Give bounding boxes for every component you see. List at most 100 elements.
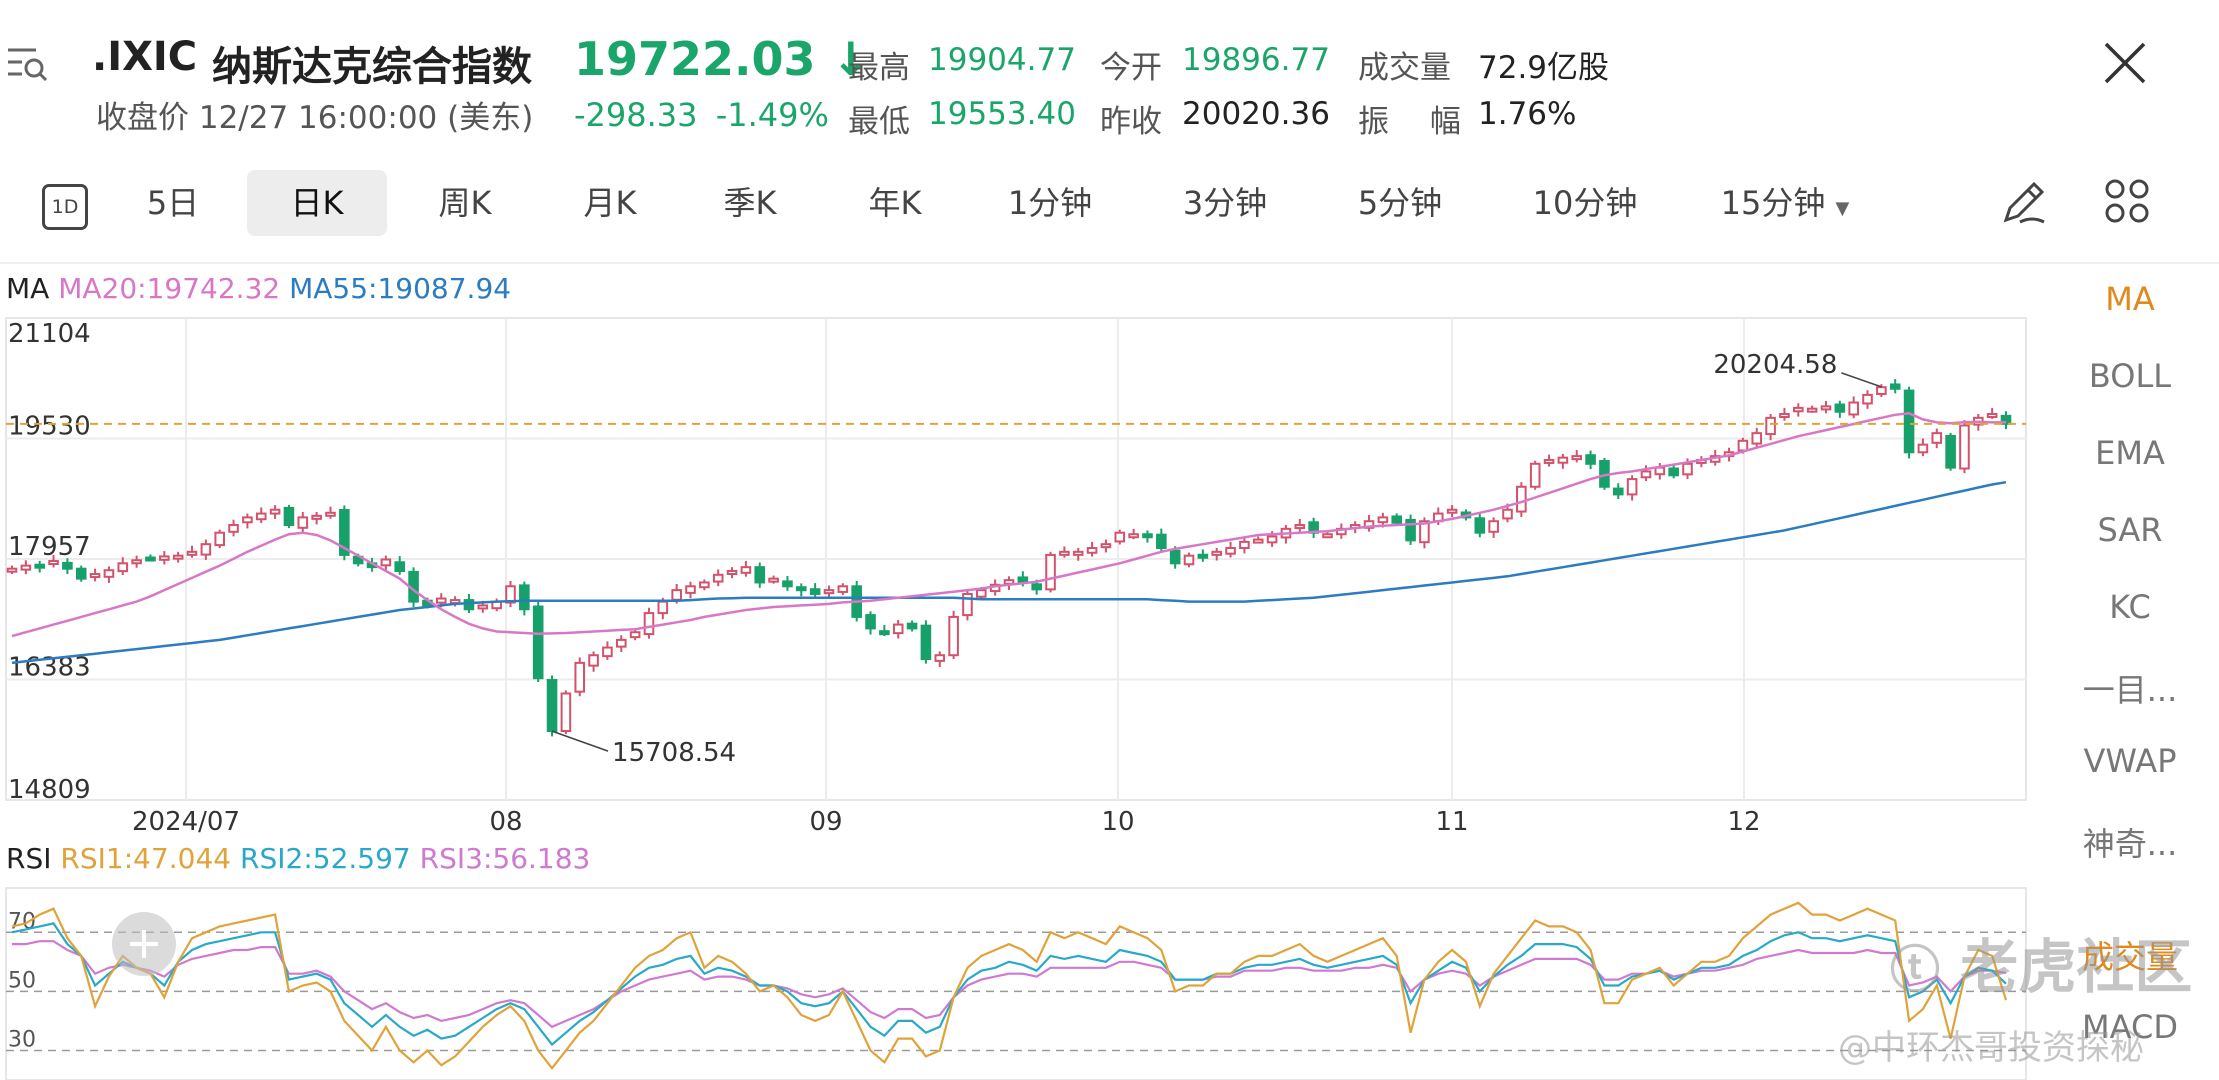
candle-body: [62, 561, 73, 570]
last-price-value: 19722.03: [574, 32, 816, 86]
indicator-ichimoku[interactable]: 一目...: [2082, 671, 2178, 709]
indicator-volume[interactable]: 成交量: [2081, 938, 2178, 976]
annotation-leader: [1841, 372, 1882, 388]
pencil-draw-icon[interactable]: [1998, 176, 2050, 228]
rsi-tick-label: 50: [8, 968, 36, 993]
candle-body: [560, 692, 572, 733]
candle-body: [89, 573, 101, 579]
change-value: -298.33: [574, 96, 698, 134]
candle-body: [1446, 508, 1458, 514]
candle-body: [1086, 547, 1098, 554]
indicator-ema[interactable]: EMA: [2095, 434, 2165, 472]
candle-body: [103, 569, 115, 578]
amplitude-label: 振 幅: [1358, 104, 1461, 140]
candle-body: [1502, 508, 1513, 520]
candle-body: [726, 569, 738, 575]
menu-search-icon[interactable]: [6, 42, 50, 86]
candle-body: [588, 654, 599, 667]
candle-body: [1529, 462, 1541, 488]
tab-1min[interactable]: 1分钟: [1007, 184, 1093, 222]
tab-15min-dropdown[interactable]: 15分钟 ▼: [1700, 170, 1870, 236]
y-tick-label: 16383: [8, 652, 91, 682]
candle-body: [145, 556, 156, 562]
symbol-name: 纳斯达克综合指数: [212, 44, 532, 90]
candle-body: [269, 508, 281, 515]
prev-close-label: 昨收: [1100, 104, 1162, 140]
zoom-button[interactable]: [112, 912, 176, 976]
candle-body: [380, 558, 392, 567]
grid-layout-icon[interactable]: [2104, 178, 2150, 224]
annotation-leader: [551, 730, 609, 752]
indicator-vwap[interactable]: VWAP: [2083, 742, 2177, 780]
close-icon[interactable]: [2100, 38, 2150, 88]
candle-body: [1640, 470, 1652, 479]
candle-body: [297, 516, 309, 529]
candle-body: [214, 531, 226, 547]
candle-body: [1751, 432, 1763, 445]
candle-body: [172, 554, 184, 560]
tab-quarterly-k[interactable]: 季K: [723, 184, 777, 222]
candle-body: [699, 581, 710, 589]
tiger-logo-icon: ⓣ: [1890, 941, 1940, 999]
candle-body: [1239, 540, 1250, 550]
down-arrow-icon: ↓: [831, 32, 871, 86]
x-tick-label: 09: [809, 807, 842, 837]
amplitude-value: 1.76%: [1478, 96, 1577, 132]
kline-chart[interactable]: 21104 19530 17957 16383 14809 2024/07 08 09 10 11…: [0, 300, 2040, 1080]
candle-body: [1197, 553, 1209, 559]
candle-body: [6, 567, 18, 573]
tab-3min[interactable]: 3分钟: [1182, 184, 1268, 222]
candle-body: [159, 555, 170, 561]
indicator-boll[interactable]: BOLL: [2088, 357, 2172, 395]
indicator-macd[interactable]: MACD: [2082, 1008, 2178, 1046]
x-tick-label: 11: [1435, 807, 1468, 837]
period-tabs: 1D 5日 日K 周K 月K 季K 年K 1分钟 3分钟 5分钟 10分钟 15…: [0, 170, 2219, 250]
candle-body: [255, 512, 267, 521]
candle-body: [1682, 462, 1693, 476]
chevron-down-icon: ▼: [1835, 198, 1850, 219]
candle-body: [1848, 401, 1859, 416]
candle-body: [1806, 407, 1818, 413]
candle-body: [837, 585, 849, 593]
candle-body: [865, 614, 876, 630]
low-label: 最低: [848, 104, 910, 140]
candle-body: [782, 580, 793, 588]
indicator-kc[interactable]: KC: [2109, 588, 2151, 626]
tab-1d[interactable]: 1D: [30, 170, 96, 236]
candle-body: [463, 599, 475, 611]
candle-body: [643, 612, 655, 636]
candle-body: [1211, 550, 1223, 556]
indicator-sar[interactable]: SAR: [2097, 511, 2163, 549]
open-value: 19896.77: [1182, 42, 1330, 78]
tab-5day[interactable]: 5日: [146, 184, 200, 222]
candle-body: [1391, 515, 1403, 524]
indicator-magic[interactable]: 神奇...: [2082, 825, 2178, 863]
candle-body: [1820, 405, 1832, 411]
volume-value: 72.9亿股: [1478, 50, 1610, 86]
candle-body: [546, 679, 558, 733]
candle-body: [519, 584, 530, 611]
volume-label: 成交量: [1358, 50, 1451, 86]
candle-body: [1654, 466, 1666, 476]
candle-body: [920, 624, 932, 661]
candle-body: [20, 564, 32, 571]
tab-weekly-k[interactable]: 周K: [438, 184, 492, 222]
prev-close-value: 20020.36: [1182, 96, 1330, 132]
tab-10min[interactable]: 10分钟: [1532, 184, 1638, 222]
rsi1-legend: RSI1:47.044: [60, 842, 232, 875]
candle-body: [283, 506, 295, 527]
candle-body: [394, 561, 406, 572]
tab-daily-k[interactable]: 日K: [247, 170, 387, 236]
candle-body: [131, 559, 142, 565]
indicator-ma[interactable]: MA: [2105, 280, 2155, 318]
candle-body: [435, 597, 447, 604]
candle-body: [48, 560, 59, 566]
candle-body: [1765, 416, 1776, 436]
open-label: 今开: [1100, 50, 1162, 86]
tab-monthly-k[interactable]: 月K: [583, 184, 637, 222]
candle-body: [1059, 550, 1070, 556]
x-tick-label: 12: [1727, 807, 1760, 837]
tab-yearly-k[interactable]: 年K: [868, 184, 922, 222]
rsi-frame: [5, 887, 2027, 1080]
tab-5min[interactable]: 5分钟: [1357, 184, 1443, 222]
